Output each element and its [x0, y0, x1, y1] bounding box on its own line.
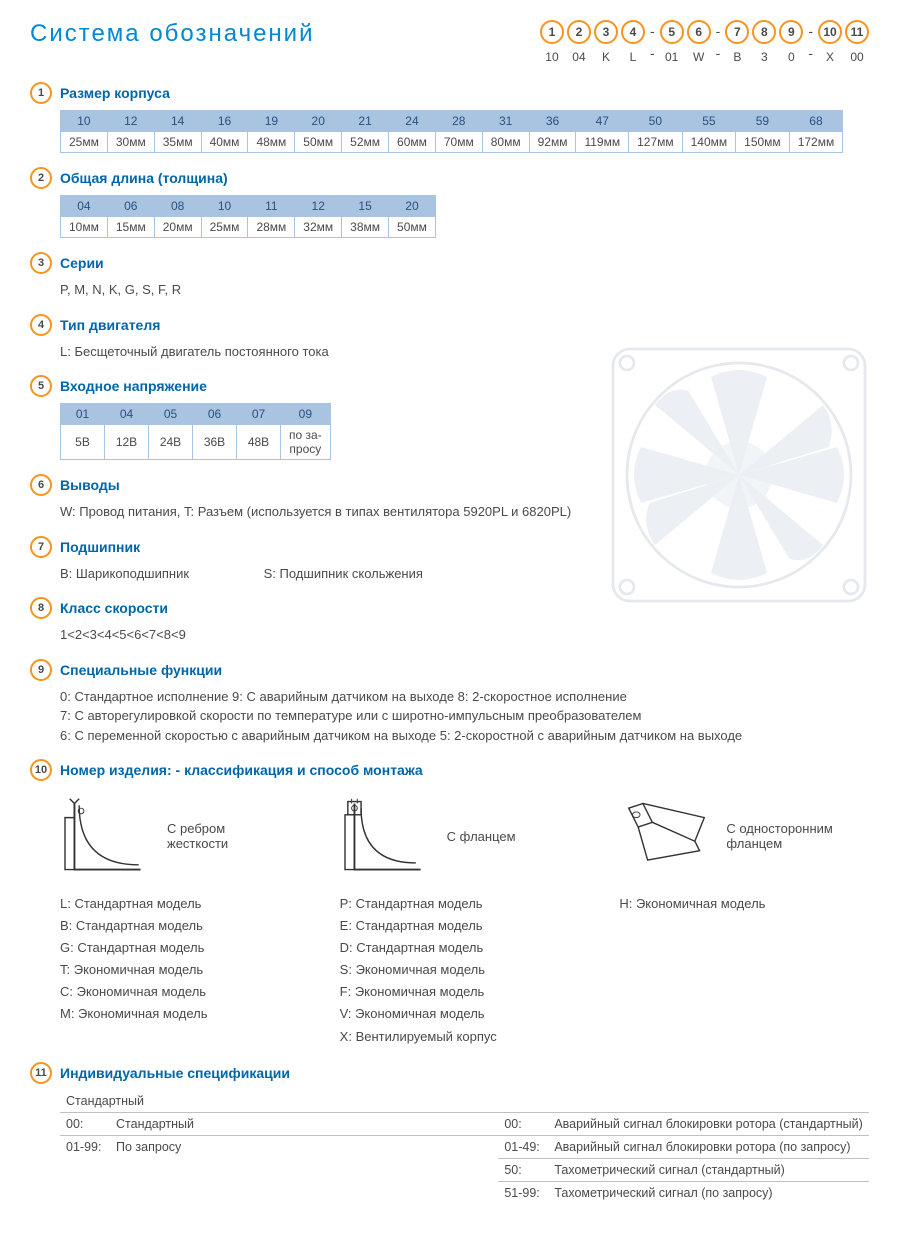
mount-single-flange-icon	[619, 794, 714, 879]
designation-badges: 1102043K4L--5016W--7B8390--10X1100	[540, 20, 869, 64]
section-part-number: 10 Номер изделия: - классификация и спос…	[30, 759, 869, 1048]
section-series: 3 Серии P, M, N, K, G, S, F, R	[30, 252, 869, 300]
section-title: Тип двигателя	[60, 317, 160, 333]
model-list-2: P: Стандартная модельE: Стандартная моде…	[340, 893, 590, 1048]
section-bearing: 7 Подшипник B: Шарикоподшипник S: Подшип…	[30, 536, 869, 584]
position-value: 10	[545, 50, 558, 64]
section-number-badge: 9	[30, 659, 52, 681]
position-value: L	[630, 50, 637, 64]
position-badge: 1	[540, 20, 564, 44]
section-individual-specs: 11 Индивидуальные спецификации Стандартн…	[30, 1062, 869, 1204]
position-badge: 7	[725, 20, 749, 44]
individual-specs-table: Стандартный00:Стандартный00:Аварийный си…	[60, 1090, 869, 1204]
section-title: Размер корпуса	[60, 85, 170, 101]
position-value: 04	[572, 50, 585, 64]
section-motor-type: 4 Тип двигателя L: Бесщеточный двигатель…	[30, 314, 869, 362]
mount-type-rib: С ребром жесткости L: Стандартная модель…	[60, 791, 310, 1048]
section-title: Специальные функции	[60, 662, 222, 678]
section-number-badge: 10	[30, 759, 52, 781]
series-text: P, M, N, K, G, S, F, R	[60, 280, 869, 300]
position-badge: 2	[567, 20, 591, 44]
model-list-1: L: Стандартная модельB: Стандартная моде…	[60, 893, 310, 1026]
section-title: Индивидуальные спецификации	[60, 1065, 290, 1081]
position-value: 0	[788, 50, 795, 64]
leads-text: W: Провод питания, T: Разъем (использует…	[60, 502, 869, 522]
section-number-badge: 2	[30, 167, 52, 189]
frame-size-table: 1012141619202124283136475055596825мм30мм…	[60, 110, 843, 153]
length-table: 040608101112152010мм15мм20мм25мм28мм32мм…	[60, 195, 436, 238]
position-badge: 10	[818, 20, 842, 44]
position-value: X	[826, 50, 834, 64]
section-title: Входное напряжение	[60, 378, 207, 394]
section-title: Номер изделия: - классификация и способ …	[60, 762, 423, 778]
section-title: Подшипник	[60, 539, 140, 555]
section-number-badge: 7	[30, 536, 52, 558]
position-badge: 8	[752, 20, 776, 44]
mount-flange-icon	[340, 794, 435, 879]
page-title: Система обозначений	[30, 20, 315, 48]
section-number-badge: 11	[30, 1062, 52, 1084]
position-value: W	[693, 50, 704, 64]
section-length: 2 Общая длина (толщина) 0406081011121520…	[30, 167, 869, 238]
section-special-functions: 9 Специальные функции 0: Стандартное исп…	[30, 659, 869, 746]
section-voltage: 5 Входное напряжение 0104050607095В12В24…	[30, 375, 869, 460]
position-value: 00	[850, 50, 863, 64]
position-value: 3	[761, 50, 768, 64]
section-number-badge: 4	[30, 314, 52, 336]
position-value: K	[602, 50, 610, 64]
mount-type-single-flange: С односторонним фланцем H: Экономичная м…	[619, 791, 869, 1048]
section-title: Серии	[60, 255, 104, 271]
section-title: Выводы	[60, 477, 120, 493]
position-badge: 9	[779, 20, 803, 44]
speed-class-text: 1<2<3<4<5<6<7<8<9	[60, 625, 869, 645]
section-number-badge: 5	[30, 375, 52, 397]
voltage-table: 0104050607095В12В24В36В48Впо за- просу	[60, 403, 331, 460]
position-badge: 11	[845, 20, 869, 44]
section-number-badge: 1	[30, 82, 52, 104]
position-badge: 3	[594, 20, 618, 44]
bearing-text: B: Шарикоподшипник S: Подшипник скольжен…	[60, 564, 869, 584]
section-speed-class: 8 Класс скорости 1<2<3<4<5<6<7<8<9	[30, 597, 869, 645]
section-number-badge: 8	[30, 597, 52, 619]
motor-type-text: L: Бесщеточный двигатель постоянного ток…	[60, 342, 869, 362]
special-functions-text: 0: Стандартное исполнение 9: С аварийным…	[60, 687, 869, 746]
position-value: B	[733, 50, 741, 64]
section-title: Класс скорости	[60, 600, 168, 616]
position-value: 01	[665, 50, 678, 64]
section-frame-size: 1 Размер корпуса 10121416192021242831364…	[30, 82, 869, 153]
section-title: Общая длина (толщина)	[60, 170, 228, 186]
position-badge: 4	[621, 20, 645, 44]
section-leads: 6 Выводы W: Провод питания, T: Разъем (и…	[30, 474, 869, 522]
mount-rib-icon	[60, 794, 155, 879]
section-number-badge: 6	[30, 474, 52, 496]
position-badge: 6	[687, 20, 711, 44]
header: Система обозначений 1102043K4L--5016W--7…	[30, 20, 869, 64]
mount-type-flange: С фланцем P: Стандартная модельE: Станда…	[340, 791, 590, 1048]
section-number-badge: 3	[30, 252, 52, 274]
position-badge: 5	[660, 20, 684, 44]
model-list-3: H: Экономичная модель	[619, 893, 869, 915]
